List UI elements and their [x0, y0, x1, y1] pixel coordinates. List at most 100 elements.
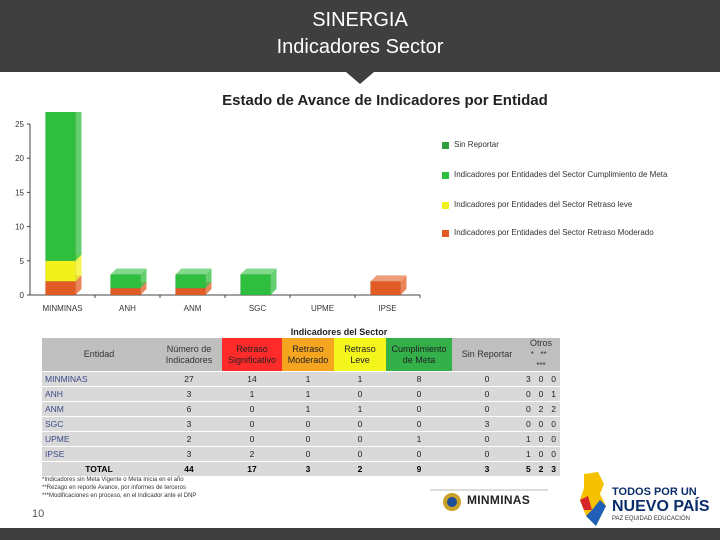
bar-segment — [175, 287, 206, 296]
bar-side — [205, 268, 212, 289]
bar-side — [75, 275, 82, 295]
y-tick-label: 5 — [20, 257, 25, 266]
indicators-table: Indicadores del Sector Entidad Número de… — [42, 326, 560, 476]
cell-entidad: MINMINAS — [42, 371, 156, 387]
otros-sub-2: ** — [540, 350, 547, 359]
cell-sig: 2 — [222, 446, 282, 462]
cell-o3: 0 — [547, 416, 560, 432]
cell-o1: 3 — [522, 371, 535, 387]
cell-o2: 0 — [534, 386, 548, 402]
total-numero: 44 — [156, 461, 222, 476]
col-retraso-leve: Retraso Leve — [334, 338, 386, 372]
cell-o3: 2 — [547, 401, 560, 417]
header-notch — [346, 72, 374, 84]
bar-side — [140, 268, 147, 289]
cell-sin: 0 — [452, 446, 522, 462]
table-group-title: Indicadores del Sector — [156, 326, 522, 338]
cell-sig: 1 — [222, 386, 282, 402]
cell-entidad: ANM — [42, 401, 156, 417]
cell-entidad: IPSE — [42, 446, 156, 462]
col-sin-reportar: Sin Reportar — [452, 338, 522, 372]
bar-top — [370, 275, 407, 282]
cell-o3: 0 — [547, 446, 560, 462]
cell-o2: 0 — [534, 416, 548, 432]
footnote-3: ***Modificaciones en proceso, en el indi… — [42, 493, 197, 499]
bar-chart: 0 5 10 15 20 25 MINMINAS ANH ANM SGC UPME IPSE — [15, 112, 421, 313]
cell-cump: 0 — [386, 401, 452, 417]
cell-numero: 3 — [156, 386, 222, 402]
cell-mod: 1 — [282, 371, 334, 387]
col-entidad: Entidad — [42, 338, 156, 372]
bar-side — [140, 282, 147, 295]
col-retraso-significativo: Retraso Significativo — [222, 338, 282, 372]
cell-leve: 0 — [334, 416, 386, 432]
legend-label: Sin Reportar — [454, 140, 499, 149]
bar-side — [75, 112, 82, 261]
bar-segment — [370, 281, 401, 296]
cell-entidad: ANH — [42, 386, 156, 402]
table-row: IPSE 3 2 0 0 0 0 1 0 0 — [42, 446, 560, 462]
x-tick-label: SGC — [249, 304, 267, 313]
cell-numero: 3 — [156, 416, 222, 432]
cell-o3: 0 — [547, 371, 560, 387]
chart-title: Estado de Avance de Indicadores por Enti… — [222, 92, 548, 109]
table-header-row: Entidad Número de Indicadores Retraso Si… — [42, 338, 560, 372]
x-tick-label: ANH — [119, 304, 136, 313]
cell-leve: 0 — [334, 446, 386, 462]
cell-sin: 3 — [452, 416, 522, 432]
minminas-logo-text: MINMINAS — [467, 493, 531, 507]
brand-line3: PAZ EQUIDAD EDUCACIÓN — [612, 516, 690, 522]
total-leve: 2 — [334, 461, 386, 476]
cell-o1: 0 — [522, 401, 535, 417]
bar-segment — [110, 274, 141, 289]
footnotes: *Indicadores sin Meta Vigente o Meta Ini… — [42, 476, 342, 500]
total-o3: 3 — [547, 461, 560, 476]
cell-leve: 1 — [334, 371, 386, 387]
cell-cump: 1 — [386, 431, 452, 447]
bottom-bar — [0, 528, 720, 540]
total-o2: 2 — [534, 461, 548, 476]
slide-header: SINERGIA Indicadores Sector — [0, 0, 720, 72]
bar-segment — [45, 112, 76, 262]
cell-o2: 0 — [534, 431, 548, 447]
cell-o2: 0 — [534, 371, 548, 387]
col-numero: Número de Indicadores — [156, 338, 222, 372]
col-cumplimiento: Cumplimiento de Meta — [386, 338, 452, 372]
cell-o3: 0 — [547, 431, 560, 447]
cell-sin: 0 — [452, 386, 522, 402]
bar-top — [175, 268, 212, 275]
bar-side — [205, 282, 212, 295]
table-row: SGC 3 0 0 0 0 3 0 0 0 — [42, 416, 560, 432]
y-tick-label: 10 — [15, 223, 24, 232]
cell-sig: 0 — [222, 416, 282, 432]
indicators-table-wrap: Indicadores del Sector Entidad Número de… — [42, 326, 560, 476]
legend-label: Indicadores por Entidades del Sector Ret… — [454, 200, 633, 209]
brand-logo: TODOS POR UN NUEVO PAÍS PAZ EQUIDAD EDUC… — [612, 486, 712, 523]
table-row: UPME 2 0 0 0 1 0 1 0 0 — [42, 431, 560, 447]
table-row: ANH 3 1 1 0 0 0 0 0 1 — [42, 386, 560, 402]
legend-swatch — [442, 172, 449, 179]
legend-swatch — [442, 230, 449, 237]
cell-mod: 1 — [282, 401, 334, 417]
x-tick-label: MINMINAS — [43, 304, 83, 313]
header-title: SINERGIA — [312, 9, 408, 31]
bar-segment — [240, 274, 271, 296]
otros-label: Otros — [529, 338, 552, 348]
x-tick-label: UPME — [311, 304, 334, 313]
cell-leve: 1 — [334, 401, 386, 417]
bar-top — [240, 268, 277, 275]
page-number: 10 — [32, 508, 45, 520]
col-otros: Otros * ** *** — [522, 338, 560, 372]
legend-swatch — [442, 142, 449, 149]
legend-label: Indicadores por Entidades del Sector Cum… — [454, 170, 668, 179]
legend-label: Indicadores por Entidades del Sector Ret… — [454, 228, 654, 237]
cell-sin: 0 — [452, 401, 522, 417]
cell-cump: 8 — [386, 371, 452, 387]
total-o1: 5 — [522, 461, 535, 476]
total-mod: 3 — [282, 461, 334, 476]
bar-segment — [45, 281, 76, 296]
cell-mod: 1 — [282, 386, 334, 402]
total-sin: 3 — [452, 461, 522, 476]
y-tick-label: 15 — [15, 188, 24, 197]
cell-entidad: SGC — [42, 416, 156, 432]
